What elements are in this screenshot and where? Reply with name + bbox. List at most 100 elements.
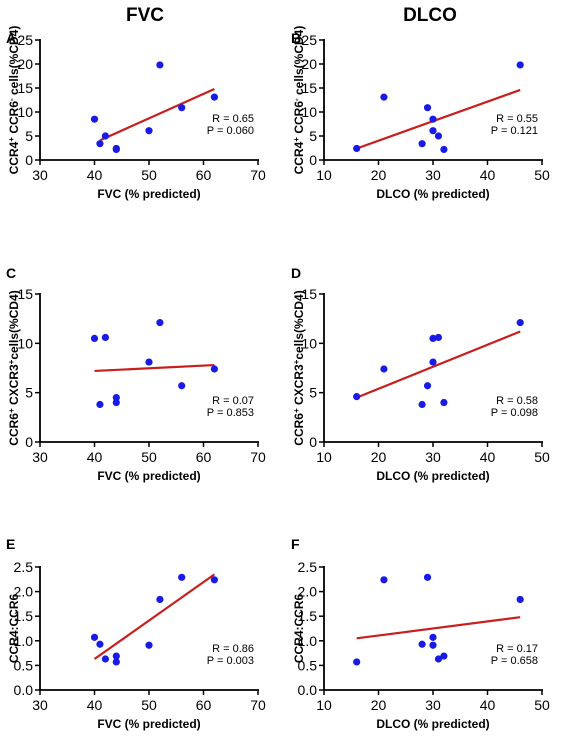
data-point — [90, 633, 99, 641]
y-axis-label-part: CCR6 — [7, 101, 21, 137]
data-point — [145, 127, 153, 135]
y-axis-label-part: CCR4:CCR6 — [292, 594, 306, 664]
x-tick-label: 10 — [316, 167, 332, 183]
panel-b: B 10 20 30 40 50 0 5 10 15 20 25 DLCO (% predicted) C… — [291, 26, 550, 201]
stat-r: R = 0.07 — [212, 395, 254, 407]
y-tick-label: 15 — [301, 286, 317, 302]
data-point — [353, 393, 361, 401]
y-tick-label: 5 — [25, 128, 33, 144]
data-point — [434, 132, 443, 140]
panel-e: E 30 40 50 60 70 0.0 0.5 1.0 1.5 2.0 2.5 FVC (% pred… — [6, 536, 266, 731]
y-tick-label: 25 — [301, 32, 317, 48]
y-tick-label: 2.0 — [14, 584, 34, 600]
y-axis-label-superscript: + — [292, 408, 301, 413]
data-point — [440, 398, 448, 407]
data-point — [112, 398, 120, 407]
y-tick-label: 1.5 — [298, 608, 318, 624]
data-point — [90, 115, 99, 123]
data-point — [429, 334, 437, 342]
y-tick-label: 2.0 — [298, 584, 318, 600]
y-tick-label: 0 — [25, 152, 33, 168]
x-tick-label: 40 — [480, 449, 496, 465]
y-tick-label: 20 — [17, 56, 33, 72]
y-tick-label: 5 — [309, 128, 317, 144]
x-tick-label: 50 — [141, 697, 157, 713]
y-axis-label: CCR4:CCR6 — [292, 594, 306, 664]
data-point — [380, 93, 388, 101]
y-tick-label: 0.0 — [298, 682, 318, 698]
y-axis-label-superscript: + — [7, 137, 16, 142]
data-point — [434, 655, 443, 663]
x-tick-label: 30 — [425, 449, 441, 465]
y-tick-label: 1.0 — [298, 633, 318, 649]
regression-line — [93, 573, 216, 660]
x-tick-label: 20 — [371, 167, 387, 183]
y-tick-label: 15 — [17, 80, 33, 96]
y-axis-label-part: cells(%CD4) — [7, 290, 21, 359]
regression-line — [94, 363, 215, 373]
panel-f: F 10 20 30 40 50 0.0 0.5 1.0 1.5 2.0 2.5 DLCO (% pre… — [291, 536, 550, 731]
y-axis-label-part: CCR6 — [7, 413, 21, 446]
x-tick-label: 70 — [250, 167, 266, 183]
regression-line — [356, 330, 521, 399]
stat-p: P = 0.060 — [207, 125, 254, 137]
data-point — [380, 365, 388, 373]
x-tick-label: 20 — [371, 449, 387, 465]
x-tick-label: 30 — [425, 167, 441, 183]
data-point — [101, 132, 109, 140]
data-point — [178, 104, 186, 112]
stat-p: P = 0.003 — [207, 655, 254, 667]
y-axis-label-superscript: + — [7, 408, 16, 413]
data-point — [429, 127, 437, 135]
y-tick-label: 2.5 — [14, 559, 34, 575]
x-tick-label: 50 — [534, 167, 550, 183]
regression-line — [356, 616, 521, 640]
data-point — [96, 140, 104, 148]
data-point — [96, 400, 104, 409]
y-tick-label: 2.5 — [298, 559, 318, 575]
regression-line — [99, 87, 215, 142]
y-tick-label: 15 — [301, 80, 317, 96]
x-tick-label: 40 — [87, 449, 103, 465]
data-point — [210, 365, 218, 373]
data-point — [418, 640, 426, 648]
x-axis-label: FVC (% predicted) — [97, 187, 200, 201]
x-axis-label: FVC (% predicted) — [97, 469, 200, 483]
data-point — [516, 319, 524, 327]
column-title-dlco: DLCO — [403, 5, 457, 26]
x-axis-label: DLCO (% predicted) — [376, 469, 489, 483]
panel-c: C 30 40 50 60 70 0 5 10 15 FVC (% predicted) CCR6+ … — [6, 265, 266, 483]
data-point — [516, 61, 524, 69]
y-tick-label: 0.5 — [14, 657, 34, 673]
y-axis-label-part: CXCR3 — [292, 364, 306, 408]
stat-p: P = 0.658 — [491, 655, 538, 667]
y-axis-label-superscript: - — [292, 98, 301, 101]
regression-line — [356, 88, 521, 150]
x-tick-label: 10 — [316, 697, 332, 713]
y-tick-label: 10 — [301, 335, 317, 351]
data-point — [440, 652, 448, 660]
x-tick-label: 20 — [371, 697, 387, 713]
y-axis-label: CCR6+ CXCR3+cells(%CD4) — [292, 290, 306, 445]
stat-r: R = 0.65 — [212, 113, 254, 125]
y-axis-label-part: CCR4 — [7, 141, 21, 174]
x-tick-label: 50 — [534, 697, 550, 713]
panel-a: A 30 40 50 60 70 0 5 10 15 20 25 FVC (% predicted) CC… — [6, 26, 266, 201]
data-point — [429, 358, 437, 366]
x-axis-label: FVC (% predicted) — [97, 717, 200, 731]
data-point — [434, 333, 443, 342]
column-title-fvc: FVC — [126, 5, 164, 26]
y-axis-label-part: cells(%CD4) — [292, 290, 306, 359]
data-point — [90, 334, 99, 342]
x-tick-label: 10 — [316, 449, 332, 465]
y-axis-label: CCR4:CCR6 — [7, 594, 21, 664]
y-axis-label-part: CCR4 — [292, 141, 306, 174]
data-point — [112, 652, 120, 660]
x-tick-label: 30 — [32, 449, 48, 465]
x-tick-label: 30 — [32, 697, 48, 713]
data-point — [516, 595, 524, 604]
y-tick-label: 10 — [17, 104, 33, 120]
panel-letter: D — [291, 265, 301, 281]
panel-letter: F — [291, 536, 300, 552]
